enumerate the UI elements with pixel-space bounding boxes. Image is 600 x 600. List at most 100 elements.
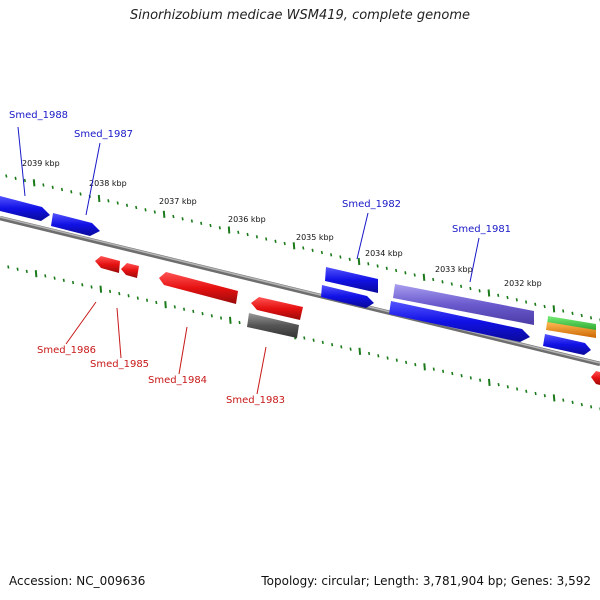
gene-feature-smed-1984[interactable] bbox=[159, 272, 238, 304]
scale-tick bbox=[331, 343, 334, 347]
scale-tick bbox=[395, 268, 398, 273]
scale-tick bbox=[173, 305, 176, 309]
gene-feature-right-blue[interactable] bbox=[543, 334, 591, 355]
scale-tick bbox=[274, 239, 277, 243]
scale-tick bbox=[404, 271, 407, 275]
topology-info-text: Topology: circular; Length: 3,781,904 bp… bbox=[261, 574, 591, 588]
scale-tick bbox=[534, 391, 537, 396]
genome-backbone bbox=[0, 215, 600, 367]
map-title: Sinorhizobium medicae WSM419, complete g… bbox=[129, 8, 471, 23]
scale-tick bbox=[99, 285, 103, 293]
gene-label-smed-1985[interactable]: Smed_1985 bbox=[90, 359, 149, 370]
scale-tick bbox=[44, 274, 47, 278]
scale-tick bbox=[479, 378, 482, 382]
scale-tick bbox=[25, 269, 28, 274]
scale-tick bbox=[460, 374, 463, 378]
scale-tick bbox=[14, 176, 17, 180]
scale-tick bbox=[340, 345, 343, 349]
accession-text: Accession: NC_009636 bbox=[9, 574, 146, 588]
gene-feature-smed-1983[interactable] bbox=[247, 297, 303, 338]
scale-tick bbox=[330, 253, 333, 257]
gene-label-smed-1984[interactable]: Smed_1984 bbox=[148, 375, 207, 386]
scale-tick bbox=[525, 389, 528, 393]
scale-tick bbox=[127, 294, 130, 298]
scale-tick bbox=[534, 302, 537, 306]
scale-tick bbox=[97, 194, 101, 203]
scale-tick bbox=[469, 376, 472, 380]
scale-tick bbox=[109, 289, 112, 294]
scale-tick bbox=[118, 291, 121, 296]
scale-tick bbox=[192, 309, 195, 314]
scale-tick bbox=[302, 246, 305, 250]
gene-feature-smed-1986[interactable] bbox=[95, 256, 120, 273]
scale-tick bbox=[543, 304, 546, 309]
scale-tick bbox=[32, 179, 36, 187]
scale-tick bbox=[552, 394, 556, 402]
gene-label-smed-1982[interactable]: Smed_1982 bbox=[342, 199, 401, 210]
gene-feature-smed-1981[interactable] bbox=[389, 284, 534, 342]
scale-tick bbox=[395, 358, 398, 362]
scale-tick bbox=[320, 250, 323, 255]
scale-tick bbox=[146, 298, 149, 302]
scale-tick bbox=[580, 313, 583, 318]
gene-label-smed-1988[interactable]: Smed_1988 bbox=[9, 110, 68, 121]
gene-label-smed-1983[interactable]: Smed_1983 bbox=[226, 395, 285, 406]
gene-label-smed-1981[interactable]: Smed_1981 bbox=[452, 224, 511, 235]
scale-tick bbox=[414, 362, 417, 367]
scale-tick bbox=[200, 221, 203, 225]
scale-tick bbox=[506, 295, 509, 300]
forward-strand-genes bbox=[0, 196, 596, 355]
scale-label: 2034 kbp bbox=[365, 249, 403, 258]
scale-tick bbox=[210, 314, 213, 318]
scale-tick bbox=[525, 300, 528, 304]
scale-tick bbox=[450, 282, 453, 286]
scale-tick bbox=[497, 293, 500, 297]
scale-tick bbox=[377, 354, 380, 358]
trna-feature-orange[interactable] bbox=[546, 322, 596, 338]
scale-tick bbox=[423, 363, 426, 371]
scale-tick bbox=[311, 248, 314, 252]
scale-tick bbox=[153, 210, 156, 214]
scale-tick bbox=[116, 201, 119, 205]
gene-labels: Smed_1988 Smed_1987 Smed_1982 Smed_1981 … bbox=[9, 110, 511, 406]
scale-tick bbox=[349, 347, 352, 351]
reverse-strand-genes bbox=[95, 256, 600, 385]
scale-tick bbox=[432, 277, 435, 282]
scale-tick bbox=[478, 289, 481, 293]
scale-tick bbox=[451, 371, 454, 376]
scale-tick bbox=[220, 316, 223, 320]
scale-tick bbox=[487, 289, 491, 297]
gene-feature-right-red[interactable] bbox=[591, 371, 600, 385]
scale-tick bbox=[571, 400, 574, 404]
scale-tick bbox=[162, 210, 166, 218]
scale-tick bbox=[209, 223, 212, 228]
scale-tick bbox=[5, 174, 8, 178]
scale-tick bbox=[562, 309, 565, 313]
label-leader-lines bbox=[17, 126, 480, 395]
scale-tick bbox=[552, 305, 556, 313]
scale-tick bbox=[34, 270, 38, 278]
scale-tick bbox=[506, 385, 509, 389]
gene-feature-smed-1985[interactable] bbox=[121, 263, 139, 278]
scale-tick bbox=[543, 394, 546, 398]
scale-tick bbox=[7, 265, 10, 269]
scale-tick bbox=[367, 262, 370, 266]
scale-tick bbox=[53, 276, 56, 280]
scale-tick bbox=[201, 311, 204, 316]
gene-label-smed-1987[interactable]: Smed_1987 bbox=[74, 129, 133, 140]
scale-tick bbox=[181, 217, 184, 221]
scale-tick bbox=[238, 320, 241, 325]
gene-feature-smed-1988[interactable] bbox=[0, 196, 50, 221]
scale-tick bbox=[497, 382, 500, 387]
scale-tick bbox=[229, 316, 232, 324]
scale-tick bbox=[72, 280, 75, 285]
scale-tick bbox=[571, 311, 574, 315]
gene-feature-smed-1982[interactable] bbox=[321, 267, 378, 308]
gene-feature-smed-1987[interactable] bbox=[51, 213, 100, 236]
scale-label: 2033 kbp bbox=[435, 265, 473, 274]
scale-tick bbox=[172, 214, 175, 219]
scale-tick bbox=[589, 316, 593, 320]
scale-tick bbox=[385, 266, 388, 270]
scale-tick bbox=[422, 273, 426, 281]
gene-label-smed-1986[interactable]: Smed_1986 bbox=[37, 345, 96, 356]
